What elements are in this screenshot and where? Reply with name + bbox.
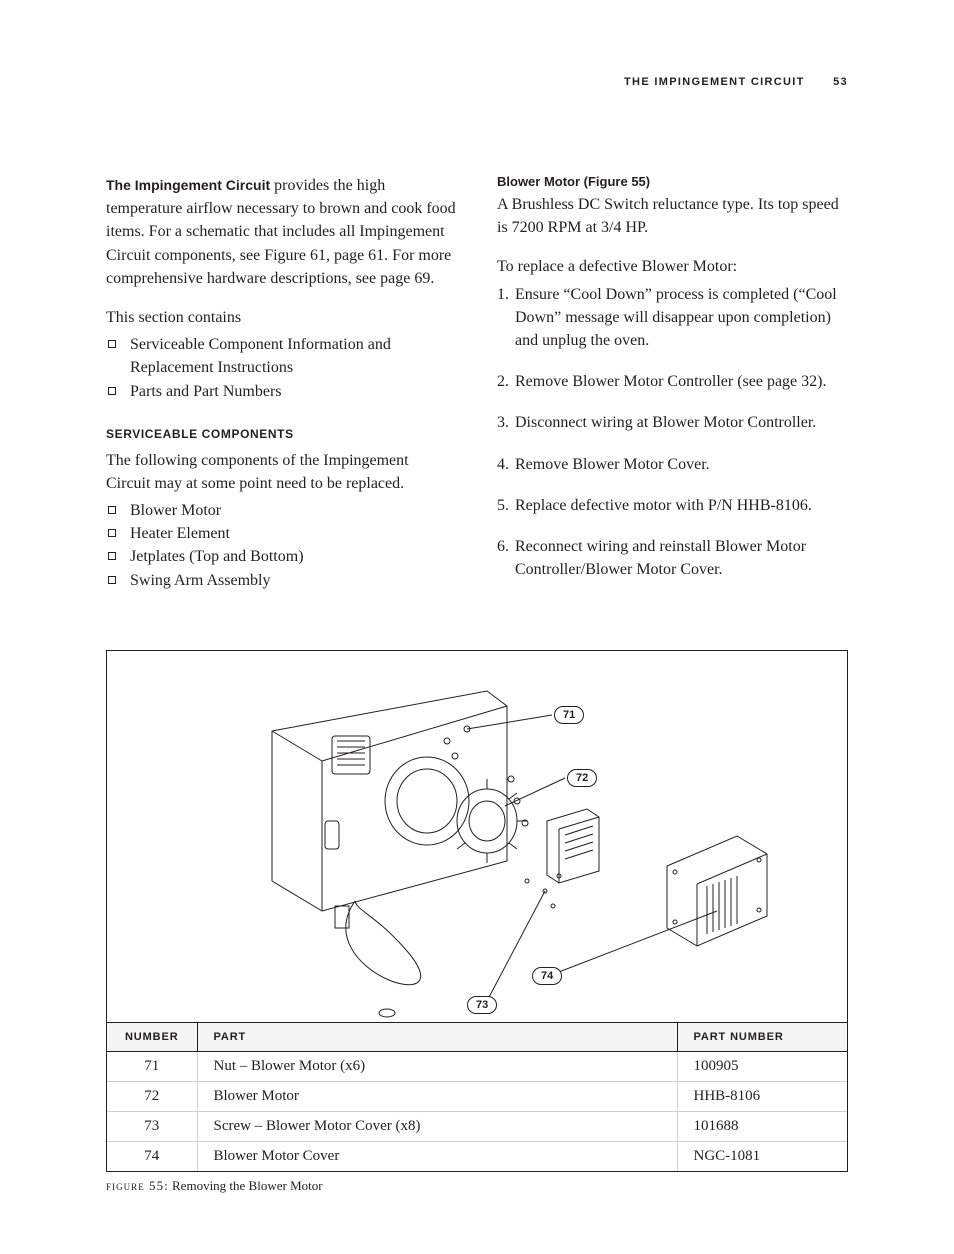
exploded-diagram: 71 72 74 73 [107,651,847,1023]
figure-55: 71 72 74 73 NUMBER PART PART NUMBER 71 N… [106,650,848,1172]
callout-73: 73 [467,996,497,1014]
step-item: Remove Blower Motor Cover. [497,453,848,476]
cell-number: 74 [107,1141,197,1171]
cell-pn: 100905 [677,1051,847,1081]
cell-number: 71 [107,1051,197,1081]
step-item: Reconnect wiring and reinstall Blower Mo… [497,535,848,581]
serviceable-heading: SERVICEABLE COMPONENTS [106,427,457,441]
list-item: Heater Element [106,522,457,545]
two-column-body: The Impingement Circuit provides the hig… [106,174,848,612]
table-header-row: NUMBER PART PART NUMBER [107,1023,847,1052]
replace-intro: To replace a defective Blower Motor: [497,255,848,278]
contains-list: Serviceable Component Information and Re… [106,333,457,403]
serviceable-list: Blower Motor Heater Element Jetplates (T… [106,499,457,592]
cell-part: Nut – Blower Motor (x6) [197,1051,677,1081]
col-number: NUMBER [107,1023,197,1052]
parts-table: NUMBER PART PART NUMBER 71 Nut – Blower … [107,1023,847,1171]
cell-number: 73 [107,1111,197,1141]
step-item: Replace defective motor with P/N HHB-810… [497,494,848,517]
callout-71: 71 [554,706,584,724]
callout-74: 74 [532,967,562,985]
step-item: Disconnect wiring at Blower Motor Contro… [497,411,848,434]
table-row: 71 Nut – Blower Motor (x6) 100905 [107,1051,847,1081]
left-column: The Impingement Circuit provides the hig… [106,174,457,612]
blower-desc: A Brushless DC Switch reluctance type. I… [497,193,848,239]
list-item: Blower Motor [106,499,457,522]
intro-paragraph: The Impingement Circuit provides the hig… [106,174,457,290]
table-row: 73 Screw – Blower Motor Cover (x8) 10168… [107,1111,847,1141]
table-row: 72 Blower Motor HHB-8106 [107,1081,847,1111]
cell-pn: NGC-1081 [677,1141,847,1171]
list-item: Swing Arm Assembly [106,569,457,592]
intro-rest: provides the high temperature airflow ne… [106,177,456,287]
right-column: Blower Motor (Figure 55) A Brushless DC … [497,174,848,612]
cell-number: 72 [107,1081,197,1111]
figure-caption: figure 55: Removing the Blower Motor [106,1178,848,1194]
diagram-svg [107,651,847,1023]
running-header: THE IMPINGEMENT CIRCUIT 53 [106,76,848,88]
col-part: PART [197,1023,677,1052]
table-row: 74 Blower Motor Cover NGC-1081 [107,1141,847,1171]
cell-part: Screw – Blower Motor Cover (x8) [197,1111,677,1141]
caption-text: Removing the Blower Motor [169,1178,323,1193]
page-number: 53 [833,76,848,88]
contains-intro: This section contains [106,306,457,329]
cell-part: Blower Motor Cover [197,1141,677,1171]
intro-lead: The Impingement Circuit [106,177,270,193]
step-item: Remove Blower Motor Controller (see page… [497,370,848,393]
caption-label: figure 55: [106,1178,169,1193]
step-item: Ensure “Cool Down” process is completed … [497,283,848,353]
section-title: THE IMPINGEMENT CIRCUIT [624,76,805,88]
list-item: Serviceable Component Information and Re… [106,333,457,379]
replace-steps: Ensure “Cool Down” process is completed … [497,283,848,582]
list-item: Parts and Part Numbers [106,380,457,403]
cell-pn: 101688 [677,1111,847,1141]
callout-72: 72 [567,769,597,787]
cell-part: Blower Motor [197,1081,677,1111]
cell-pn: HHB-8106 [677,1081,847,1111]
blower-heading: Blower Motor (Figure 55) [497,174,848,189]
col-part-number: PART NUMBER [677,1023,847,1052]
list-item: Jetplates (Top and Bottom) [106,545,457,568]
serviceable-intro: The following components of the Impingem… [106,449,457,495]
